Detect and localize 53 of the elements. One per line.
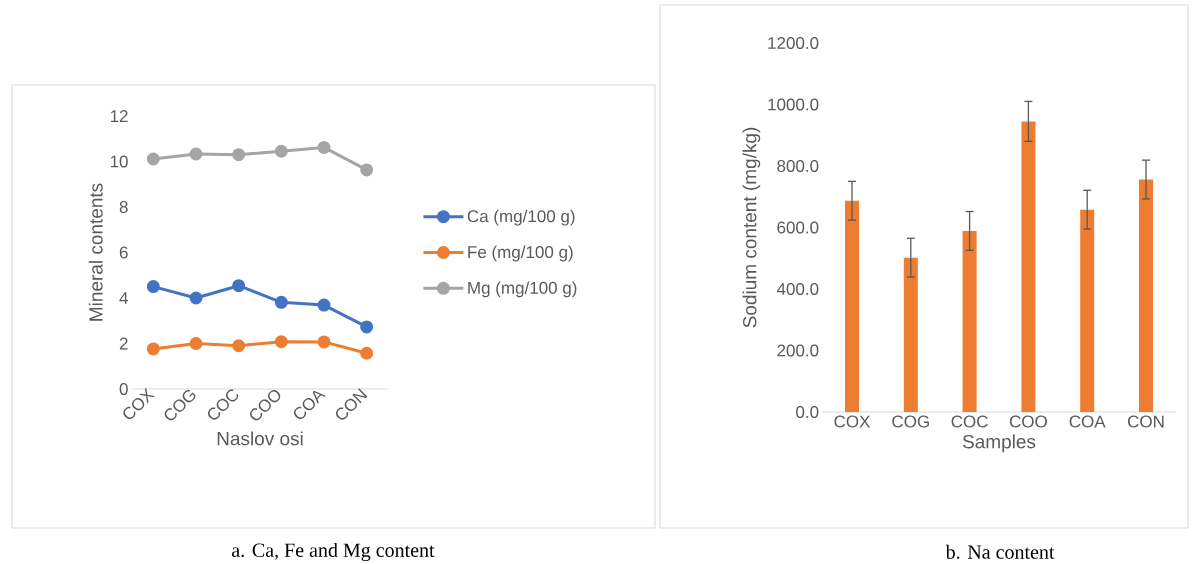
point: [232, 147, 246, 161]
text: a. Ca, Fe and Mg content: [232, 542, 435, 561]
y-axis-title: Mineral contents: [88, 183, 103, 321]
point: [232, 279, 246, 293]
legend-label: Mg (mg/100 g): [468, 281, 577, 298]
y-tick-label: 6: [119, 246, 128, 259]
y-axis-title: Sodium content (mg/kg): [742, 127, 761, 328]
y-tick-label: 8: [119, 200, 128, 213]
point: [360, 320, 374, 334]
point: [317, 140, 331, 154]
point: [360, 163, 374, 177]
y-tick-label: 400.0: [776, 282, 819, 295]
x-tick-label: COG: [892, 415, 929, 428]
point: [274, 144, 288, 158]
y-tick-label: 12: [110, 109, 128, 122]
y-tick-label: 200.0: [777, 344, 819, 357]
y-tick-label: 1200.0: [768, 36, 819, 49]
point: [146, 279, 160, 293]
y-tick-label: 800.0: [777, 159, 819, 172]
x-tick-label: COA: [294, 390, 326, 419]
bar: [962, 230, 977, 412]
y-tick-label: 600.0: [777, 221, 819, 234]
point: [317, 335, 331, 349]
y-tick-label: 4: [119, 291, 128, 304]
y-tick-label: 1000.0: [768, 98, 819, 111]
point: [274, 334, 288, 348]
bar: [1021, 121, 1036, 412]
x-tick-label: COX: [834, 415, 871, 428]
x-tick-label: COA: [1069, 415, 1106, 428]
x-tick-label: COC: [951, 415, 988, 428]
point: [146, 342, 160, 356]
text: b. Na content: [945, 544, 1055, 559]
bar: [845, 200, 860, 412]
bar: [903, 257, 918, 412]
legend-label: Ca (mg/100 g): [467, 209, 575, 226]
point: [189, 291, 203, 305]
x-axis-title: Samples: [962, 434, 1036, 452]
bar: [1080, 209, 1095, 412]
point: [360, 346, 374, 360]
x-tick-label: CON: [1127, 415, 1164, 428]
point: [189, 147, 203, 161]
point: [274, 295, 288, 309]
y-tick-label: 2: [119, 337, 128, 350]
point: [189, 336, 203, 350]
legend-label: Fe (mg/100 g): [468, 245, 573, 262]
point: [146, 152, 160, 166]
x-tick-label: COO: [1009, 415, 1047, 428]
point: [317, 298, 331, 312]
y-tick-label: 10: [110, 155, 128, 168]
y-tick-label: 0.0: [796, 405, 819, 418]
bar: [1139, 179, 1154, 412]
point: [232, 339, 246, 353]
x-axis-title: Naslov osi: [217, 431, 303, 446]
